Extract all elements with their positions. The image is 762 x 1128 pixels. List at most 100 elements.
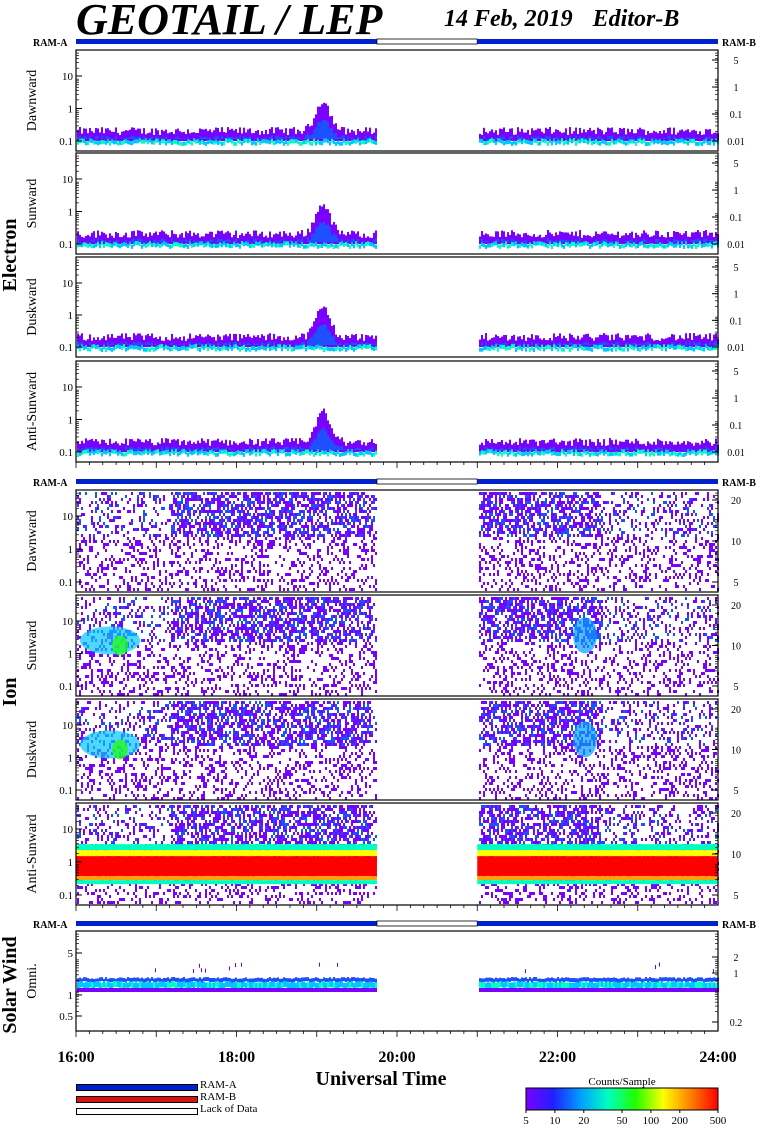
heatmap-cell	[77, 239, 79, 242]
heatmap-cell	[285, 516, 287, 519]
heatmap-cell	[601, 242, 603, 247]
heatmap-cell	[175, 440, 177, 452]
heatmap-cell	[233, 452, 235, 457]
heatmap-cell	[249, 451, 251, 456]
heatmap-cell	[281, 507, 283, 510]
heatmap-cell	[571, 345, 573, 350]
heatmap-cell	[231, 139, 233, 144]
heatmap-cell	[327, 121, 329, 139]
heatmap-cell	[201, 507, 203, 510]
heatmap-cell	[333, 244, 335, 249]
heatmap-cell	[217, 135, 219, 139]
heatmap-cell	[507, 239, 509, 242]
heatmap-cell	[79, 561, 81, 564]
heatmap-cell	[169, 347, 171, 352]
heatmap-cell	[115, 135, 117, 139]
heatmap-cell	[371, 346, 373, 351]
heatmap-cell	[229, 546, 231, 549]
heatmap-cell	[77, 231, 79, 244]
heatmap-cell	[95, 339, 97, 347]
heatmap-cell	[173, 543, 175, 546]
heatmap-cell	[289, 510, 291, 513]
heatmap-cell	[209, 129, 211, 141]
heatmap-cell	[175, 241, 177, 242]
heatmap-cell	[221, 531, 223, 534]
heatmap-cell	[259, 540, 261, 543]
heatmap-cell	[665, 132, 667, 141]
heatmap-cell	[133, 127, 135, 141]
heatmap-cell	[289, 540, 291, 543]
heatmap-cell	[685, 347, 687, 352]
editor-label: Editor-B	[592, 6, 680, 32]
heatmap-cell	[315, 141, 317, 146]
heatmap-cell	[523, 243, 525, 248]
heatmap-cell	[139, 238, 141, 242]
heatmap-cell	[525, 450, 527, 455]
heatmap-cell	[279, 137, 281, 139]
heatmap-cell	[291, 495, 293, 498]
heatmap-cell	[101, 510, 103, 513]
heatmap-cell	[311, 326, 313, 347]
y-tick-label: 10	[62, 174, 74, 186]
heatmap-cell	[583, 241, 585, 246]
heatmap-cell	[299, 528, 301, 531]
heatmap-cell	[127, 137, 129, 139]
heatmap-cell	[611, 451, 613, 456]
heatmap-cell	[483, 127, 485, 141]
heatmap-cell	[369, 135, 371, 139]
heatmap-cell	[491, 345, 493, 350]
heatmap-cell	[195, 335, 197, 347]
heatmap-cell	[169, 132, 171, 141]
heatmap-cell	[239, 573, 241, 576]
heatmap-cell	[583, 449, 585, 454]
heatmap-cell	[565, 338, 567, 347]
heatmap-cell	[659, 139, 661, 144]
heatmap-cell	[241, 501, 243, 504]
heatmap-cell	[201, 449, 203, 454]
heatmap-cell	[153, 242, 155, 247]
heatmap-cell	[291, 340, 293, 347]
heatmap-cell	[207, 131, 209, 141]
heatmap-cell	[169, 519, 171, 522]
heatmap-cell	[249, 522, 251, 525]
heatmap-cell	[175, 552, 177, 555]
heatmap-cell	[703, 442, 705, 452]
heatmap-cell	[317, 344, 319, 349]
heatmap-cell	[229, 341, 231, 345]
heatmap-cell	[607, 335, 609, 347]
heatmap-cell	[375, 343, 377, 345]
heatmap-cell	[573, 344, 575, 349]
heatmap-cell	[221, 519, 223, 522]
heatmap-cell	[261, 334, 263, 347]
heatmap-cell	[217, 507, 219, 510]
heatmap-cell	[89, 504, 91, 507]
heatmap-cell	[101, 347, 103, 352]
heatmap-cell	[521, 128, 523, 141]
heatmap-cell	[631, 139, 633, 144]
heatmap-cell	[699, 449, 701, 454]
heatmap-cell	[239, 135, 241, 139]
heatmap-cell	[375, 443, 377, 452]
heatmap-cell	[541, 237, 543, 244]
heatmap-cell	[111, 235, 113, 244]
heatmap-cell	[673, 342, 675, 345]
heatmap-cell	[223, 585, 225, 588]
heatmap-cell	[279, 579, 281, 582]
heatmap-cell	[207, 501, 209, 504]
heatmap-cell	[205, 498, 207, 501]
heatmap-cell	[303, 528, 305, 531]
heatmap-cell	[227, 492, 229, 495]
heatmap-cell	[245, 347, 247, 352]
heatmap-cell	[215, 127, 217, 141]
heatmap-cell	[131, 449, 133, 454]
heatmap-cell	[309, 437, 311, 452]
heatmap-cell	[159, 501, 161, 504]
heatmap-cell	[239, 588, 241, 591]
heatmap-cell	[599, 449, 601, 450]
heatmap-cell	[77, 452, 79, 457]
heatmap-cell	[197, 343, 199, 345]
heatmap-cell	[185, 243, 187, 248]
heatmap-cell	[189, 230, 191, 244]
heatmap-cell	[319, 516, 321, 519]
heatmap-cell	[247, 231, 249, 244]
